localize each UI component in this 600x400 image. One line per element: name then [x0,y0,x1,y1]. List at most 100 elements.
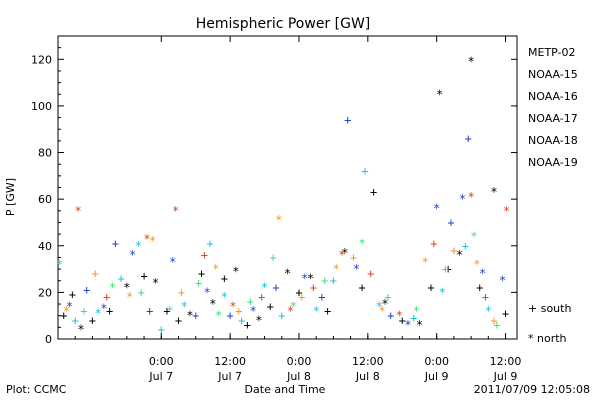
data-point-noaa-18: + [350,250,357,264]
y-tick-label: 0 [45,333,52,346]
data-point-noaa-16: + [72,313,79,327]
data-point-noaa-17: * [470,229,477,243]
data-point-noaa-19: * [503,204,510,218]
legend-entry-noaa-18: NOAA-18 [528,134,578,147]
x-tick-label-date: Jul 8 [286,370,311,383]
data-point-metp-02: * [232,264,239,278]
data-point-noaa-15: + [344,113,351,127]
data-point-noaa-15: * [404,318,411,332]
data-point-noaa-18: + [490,313,497,327]
data-point-noaa-16: + [410,311,417,325]
data-point-metp-02: * [341,246,348,260]
data-point-noaa-18: * [275,213,282,227]
legend-entry-noaa-19: NOAA-19 [528,156,578,169]
data-point-noaa-15: + [272,281,279,295]
data-point-noaa-16: * [135,239,142,253]
x-tick-label-date: Jul 8 [355,370,380,383]
y-tick-label: 80 [38,147,52,160]
data-point-noaa-16: * [313,304,320,318]
data-point-noaa-15: * [129,248,136,262]
x-tick-label-time: 12:00 [352,355,384,368]
footer-plot-credit: Plot: CCMC [6,383,67,396]
legend-symbol-north: * north [528,332,567,345]
data-point-noaa-16: + [206,236,213,250]
x-tick-label-date: Jul 9 [493,370,518,383]
data-point-noaa-19: * [338,248,345,262]
data-point-noaa-16: * [439,285,446,299]
data-point-noaa-16: + [238,313,245,327]
data-point-noaa-15: * [459,192,466,206]
data-point-noaa-17: * [166,304,173,318]
data-point-noaa-19: * [143,232,150,246]
data-point-metp-02: * [467,55,474,69]
x-axis-label: Date and Time [245,383,326,396]
data-point-noaa-15: * [301,271,308,285]
data-point-noaa-19: * [229,299,236,313]
data-point-noaa-16: * [181,299,188,313]
data-point-metp-02: + [476,281,483,295]
data-point-noaa-15: + [318,290,325,304]
data-point-metp-02: * [123,281,130,295]
data-point-noaa-17: * [215,309,222,323]
data-point-noaa-19: + [430,236,437,250]
data-point-noaa-18: * [422,255,429,269]
x-tick-label-time: 0:00 [149,355,174,368]
legend-entry-noaa-15: NOAA-15 [528,68,578,81]
y-axis-label: P [GW] [4,178,17,216]
data-point-metp-02: * [209,297,216,311]
data-point-noaa-16: + [117,271,124,285]
data-point-noaa-15: * [499,274,506,288]
data-marks-layer: ++*++*+ *++ *+*+ *+ *+*+*+*++*+ *+*+**+*+*+*+… [56,55,510,337]
data-point-metp-02: + [198,267,205,281]
data-point-metp-02: + [244,318,251,332]
x-tick-label-date: Jul 7 [148,370,173,383]
data-point-noaa-15: * [479,267,486,281]
data-point-noaa-17: * [109,281,116,295]
data-point-metp-02: * [284,267,291,281]
data-point-noaa-17: + [493,318,500,332]
data-point-noaa-16: * [221,290,228,304]
data-point-noaa-17: * [290,299,297,313]
data-point-noaa-18: + [450,243,457,257]
data-point-metp-02: + [60,309,67,323]
data-point-noaa-16: * [485,304,492,318]
data-point-noaa-15: + [465,132,472,146]
data-point-noaa-19: + [201,248,208,262]
y-tick-label: 40 [38,240,52,253]
data-point-noaa-17: + [442,262,449,276]
footer-timestamp: 2011/07/09 12:05:08 [474,383,590,396]
data-point-noaa-15: * [169,255,176,269]
data-point-metp-02: * [186,309,193,323]
data-point-noaa-18: * [333,262,340,276]
data-point-metp-02: + [140,269,147,283]
data-point-noaa-17: * [358,236,365,250]
data-point-metp-02: + [175,313,182,327]
axis-ticks-layer: 0 20 40 60 80 100 120 0:00 Jul 7 12:00 Jul 7 0:00 Ju… [31,35,522,383]
data-point-noaa-15: * [249,304,256,318]
data-point-noaa-16: * [261,281,268,295]
data-point-metp-02: * [77,323,84,337]
x-tick-label-time: 12:00 [490,355,522,368]
data-point-metp-02: + [106,304,113,318]
data-point-metp-02: * [416,318,423,332]
data-point-noaa-15: * [433,201,440,215]
legend-entry-noaa-17: NOAA-17 [528,112,578,125]
x-tick-label-date: Jul 9 [424,370,449,383]
data-point-noaa-17: + [247,295,254,309]
data-point-metp-02: + [221,271,228,285]
x-tick-label-time: 0:00 [287,355,312,368]
data-point-metp-02: + [370,185,377,199]
x-tick-label-time: 12:00 [214,355,246,368]
y-tick-label: 100 [31,100,52,113]
data-point-metp-02: * [152,276,159,290]
data-point-noaa-19: + [258,290,265,304]
data-point-noaa-17: * [56,257,63,271]
data-point-noaa-17: * [413,304,420,318]
legend-symbol-south: + south [528,302,571,315]
data-point-noaa-15: + [146,304,153,318]
data-point-metp-02: + [163,304,170,318]
data-point-noaa-17: + [195,276,202,290]
data-point-metp-02: * [490,185,497,199]
